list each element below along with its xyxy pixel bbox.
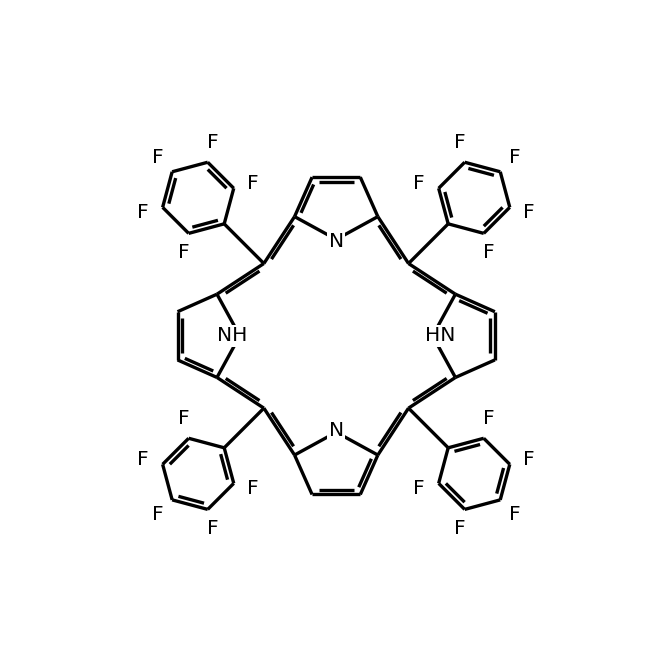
Text: NH: NH	[217, 327, 248, 345]
Text: F: F	[508, 505, 520, 523]
Text: F: F	[137, 450, 149, 469]
Text: F: F	[247, 174, 259, 193]
Text: F: F	[207, 133, 218, 152]
Text: F: F	[178, 243, 189, 263]
Text: F: F	[178, 409, 189, 428]
Text: F: F	[483, 409, 495, 428]
Text: N: N	[329, 232, 344, 251]
Text: N: N	[329, 420, 344, 440]
Text: F: F	[483, 243, 495, 263]
Text: F: F	[152, 148, 164, 167]
Text: F: F	[523, 450, 535, 469]
Text: F: F	[454, 133, 465, 152]
Text: F: F	[413, 479, 425, 498]
Text: HN: HN	[424, 327, 455, 345]
Text: F: F	[137, 203, 149, 222]
Text: F: F	[508, 148, 520, 167]
Text: F: F	[207, 519, 218, 539]
Text: F: F	[413, 174, 425, 193]
Text: F: F	[523, 203, 535, 222]
Text: F: F	[454, 519, 465, 539]
Text: F: F	[152, 505, 164, 523]
Text: F: F	[247, 479, 259, 498]
